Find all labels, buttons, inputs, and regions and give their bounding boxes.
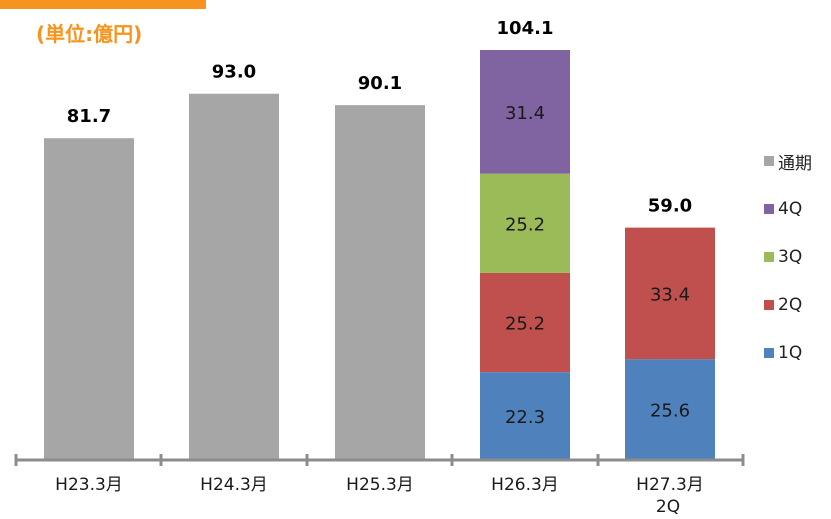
- chart-legend: 通期 4Q 3Q 2Q 1Q: [764, 150, 830, 390]
- bar-segment: [480, 173, 570, 273]
- data-label: 25.2: [505, 314, 545, 335]
- legend-item-4q: 4Q: [764, 198, 830, 220]
- x-tick-label: H24.3月: [200, 475, 268, 495]
- unit-label: (単位:億円): [36, 22, 143, 46]
- legend-label: 通期: [778, 153, 812, 174]
- bar-segment: [335, 105, 425, 461]
- total-label: 93.0: [212, 62, 256, 83]
- bar-segment: [625, 359, 715, 460]
- x-tick-label: 2Q: [656, 497, 680, 517]
- legend-label: 1Q: [778, 343, 803, 363]
- legend-item-3q: 3Q: [764, 246, 830, 268]
- bar-segment: [625, 227, 715, 360]
- x-tick-label: H27.3月: [636, 475, 704, 495]
- legend-swatch: [764, 204, 774, 214]
- data-label: 25.2: [505, 214, 545, 235]
- x-tick-label: H23.3月: [55, 475, 123, 495]
- data-label: 31.4: [505, 103, 545, 124]
- total-label: 104.1: [497, 18, 554, 39]
- bar-segment: [480, 272, 570, 373]
- legend-swatch: [764, 348, 774, 358]
- title-fragment: [0, 0, 206, 9]
- x-tick-label: H25.3月: [346, 475, 414, 495]
- data-label: 25.6: [650, 401, 690, 422]
- legend-swatch: [764, 156, 774, 166]
- total-label: 81.7: [67, 106, 111, 127]
- legend-label: 2Q: [778, 295, 803, 315]
- bar-segment: [480, 372, 570, 460]
- legend-swatch: [764, 300, 774, 310]
- x-tick-label: H26.3月: [491, 475, 559, 495]
- data-label: 22.3: [505, 407, 545, 428]
- legend-label: 3Q: [778, 247, 803, 267]
- total-label: 90.1: [358, 73, 402, 94]
- bar-segment: [189, 93, 279, 460]
- data-label: 33.4: [650, 284, 690, 305]
- title-highlight: [0, 0, 206, 9]
- legend-swatch: [764, 252, 774, 262]
- legend-item-annual: 通期: [764, 150, 830, 174]
- bar-segment: [44, 138, 134, 460]
- legend-item-1q: 1Q: [764, 342, 830, 364]
- total-label: 59.0: [648, 196, 692, 217]
- bar-segment: [480, 50, 570, 174]
- legend-label: 4Q: [778, 199, 803, 219]
- legend-item-2q: 2Q: [764, 294, 830, 316]
